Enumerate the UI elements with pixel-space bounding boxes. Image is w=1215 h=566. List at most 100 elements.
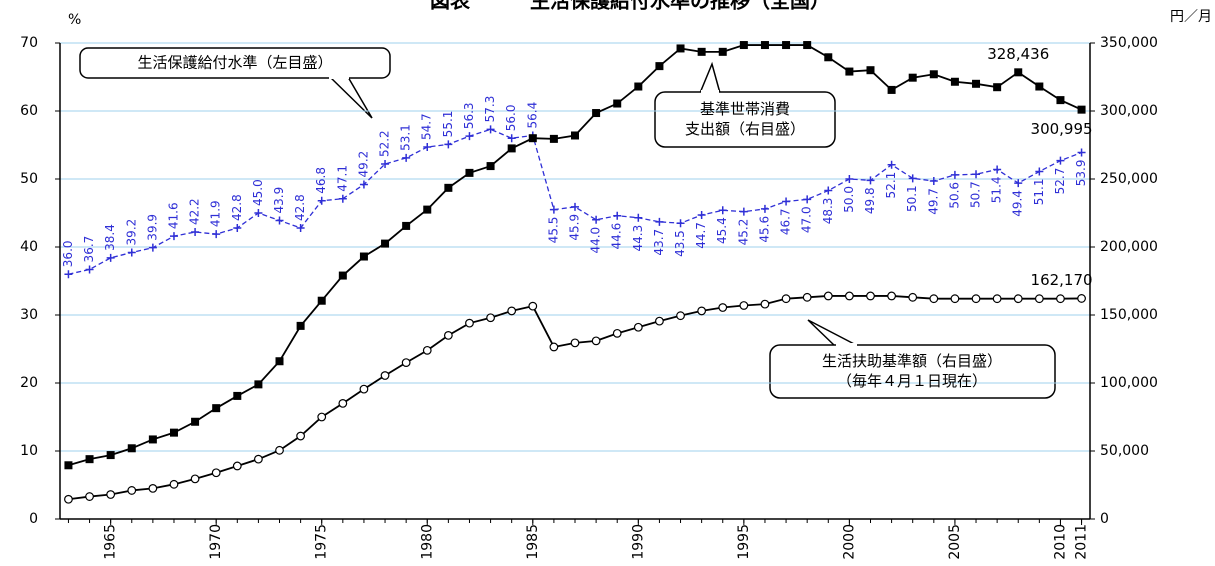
point: [1077, 148, 1086, 157]
y-tick-label: 70: [20, 35, 38, 51]
point: [190, 474, 200, 484]
data-label: 56.3: [462, 102, 476, 129]
data-label: 53.1: [399, 124, 413, 151]
point: [803, 41, 812, 50]
point: [866, 66, 875, 75]
point: [908, 292, 918, 302]
point: [486, 313, 495, 323]
point: [1035, 167, 1044, 176]
point: [845, 175, 854, 183]
data-label: 300,995: [1031, 120, 1093, 138]
data-label: 55.1: [441, 111, 455, 138]
point: [402, 153, 411, 162]
point: [634, 82, 643, 91]
point: [528, 301, 538, 311]
point: [465, 132, 474, 141]
point: [634, 213, 643, 222]
point: [549, 342, 559, 352]
point: [844, 291, 854, 301]
y-tick-label: 50: [20, 171, 38, 187]
point: [782, 197, 791, 206]
data-label: 46.8: [314, 167, 328, 194]
point: [655, 316, 664, 326]
point: [85, 265, 94, 274]
data-label: 36.7: [82, 236, 96, 263]
data-label: 50.0: [842, 186, 856, 213]
point: [507, 306, 517, 316]
data-label: 39.2: [124, 219, 138, 246]
annotation: 生活扶助基準額（右目盛）: [822, 352, 1002, 370]
y-tick-label: 20: [20, 375, 38, 391]
point: [296, 223, 305, 232]
point: [993, 165, 1002, 174]
point: [317, 296, 326, 305]
point: [85, 455, 94, 464]
annotation: 生活保護給付水準（左目盛）: [137, 54, 332, 72]
data-label: 56.0: [504, 104, 518, 131]
data-label: 49.8: [863, 187, 877, 214]
data-label: 54.7: [420, 113, 434, 140]
data-label: 42.8: [230, 194, 244, 221]
data-label: 50.1: [905, 185, 919, 212]
point: [549, 134, 558, 143]
point: [718, 303, 728, 312]
point: [169, 232, 178, 241]
point: [106, 253, 115, 262]
x-tick-label: 2010: [1052, 524, 1068, 560]
point: [528, 134, 537, 143]
point: [1056, 96, 1065, 105]
point: [929, 70, 938, 79]
data-label: 42.2: [188, 198, 202, 225]
point: [1034, 294, 1044, 304]
y-tick-label: 40: [20, 239, 38, 255]
series-line: [68, 44, 1082, 467]
data-label: 52.1: [884, 172, 898, 199]
data-label: 42.8: [293, 194, 307, 221]
point: [148, 435, 157, 444]
point: [633, 322, 643, 332]
point: [697, 211, 706, 220]
point: [971, 294, 981, 304]
point: [697, 306, 707, 316]
point: [592, 215, 601, 224]
point: [845, 67, 854, 76]
y2-tick-label: 250,000: [1100, 171, 1158, 187]
point: [296, 321, 305, 330]
data-label: 38.4: [103, 224, 117, 251]
point: [338, 271, 347, 280]
point: [739, 301, 749, 310]
point: [443, 331, 453, 340]
data-label: 45.9: [568, 214, 582, 241]
point: [972, 79, 981, 88]
point: [760, 41, 769, 50]
point: [950, 170, 959, 179]
point: [676, 311, 685, 321]
data-label: 44.3: [631, 225, 645, 252]
point: [275, 357, 284, 366]
data-label: 44.6: [610, 223, 624, 250]
y-unit: %: [68, 12, 81, 28]
y2-tick-label: 350,000: [1100, 35, 1158, 51]
data-label: 44.0: [589, 227, 603, 254]
callout-3: [769, 319, 1056, 399]
point: [64, 461, 73, 470]
callout-2: [654, 61, 836, 148]
x-tick-label: 2011: [1074, 524, 1090, 560]
point: [423, 205, 432, 214]
point: [486, 162, 495, 171]
data-label: 45.5: [546, 217, 560, 244]
point: [612, 328, 622, 338]
point: [233, 223, 242, 232]
point: [824, 186, 833, 195]
point: [1056, 156, 1065, 165]
point: [760, 204, 769, 213]
y-tick-label: 0: [29, 511, 38, 527]
data-label: 39.9: [145, 214, 159, 241]
point: [148, 243, 157, 252]
y2-unit: 円／月: [1170, 9, 1212, 25]
x-tick-label: 1980: [419, 524, 435, 560]
point: [359, 384, 369, 394]
chart-title: 図表 生活保護給付水準の推移（全国）: [430, 0, 830, 13]
point: [148, 484, 158, 493]
